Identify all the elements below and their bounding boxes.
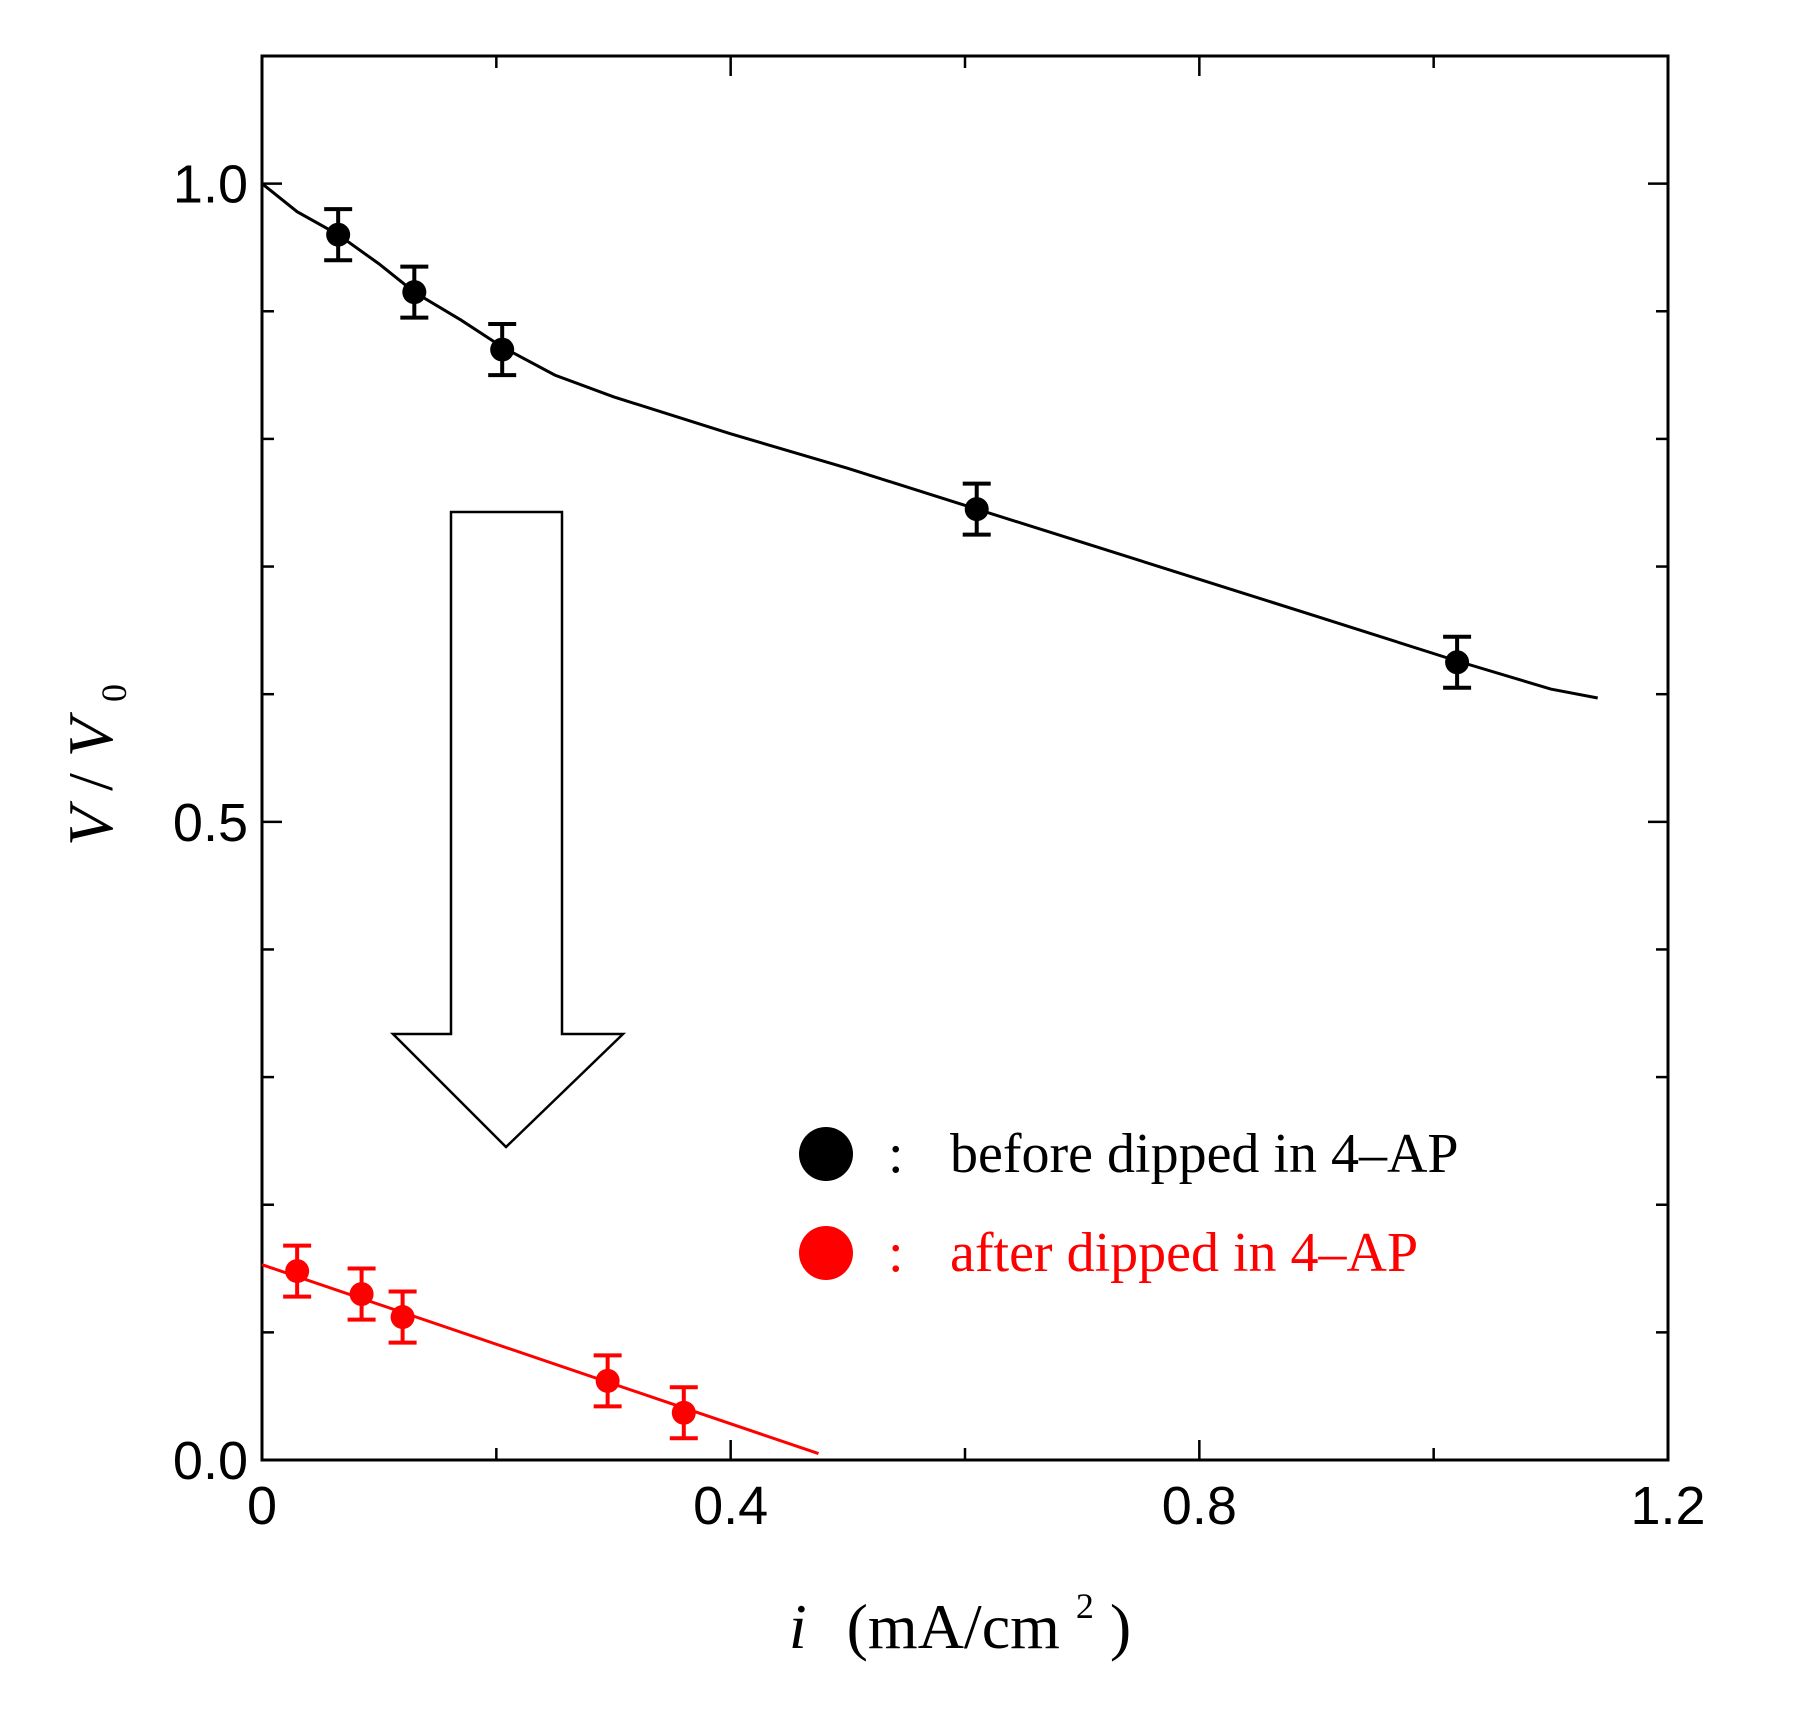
x-axis-unit-close: ) bbox=[1110, 1591, 1131, 1662]
legend-label-after: after dipped in 4–AP bbox=[950, 1222, 1418, 1284]
data-point-series-0 bbox=[1443, 634, 1472, 690]
data-marker bbox=[402, 280, 427, 305]
data-marker bbox=[326, 222, 351, 247]
legend-marker-before bbox=[799, 1127, 853, 1181]
data-point-series-1 bbox=[347, 1266, 376, 1322]
x-axis-unit-sup: 2 bbox=[1076, 1586, 1094, 1626]
data-marker bbox=[285, 1259, 310, 1284]
data-point-series-1 bbox=[669, 1385, 698, 1441]
down-arrow bbox=[389, 510, 627, 1149]
data-point-series-0 bbox=[324, 207, 353, 263]
data-marker bbox=[595, 1368, 620, 1393]
x-tick-label: 0.8 bbox=[1162, 1476, 1237, 1536]
fit-line-series-0 bbox=[261, 182, 1598, 700]
data-point-series-1 bbox=[593, 1353, 622, 1409]
data-point-series-1 bbox=[283, 1243, 312, 1299]
x-axis-symbol: i bbox=[789, 1591, 807, 1662]
x-tick-label: 0.4 bbox=[693, 1476, 768, 1536]
data-point-series-1 bbox=[388, 1289, 417, 1345]
legend-label-before: before dipped in 4–AP bbox=[950, 1123, 1459, 1185]
y-axis-numerator: V bbox=[55, 800, 126, 846]
legend-sep-after: : bbox=[888, 1222, 904, 1284]
y-axis-denominator: V bbox=[55, 711, 126, 757]
tick-labels: 0 0.4 0.8 1.2 0.0 0.5 1.0 bbox=[173, 155, 1706, 1536]
legend: : before dipped in 4–AP : after dipped i… bbox=[799, 1123, 1459, 1284]
data-marker bbox=[490, 337, 515, 362]
x-tick-label: 1.2 bbox=[1630, 1476, 1705, 1536]
y-tick-label: 1.0 bbox=[173, 155, 248, 215]
data-marker bbox=[671, 1400, 696, 1425]
data-marker bbox=[964, 497, 989, 522]
axis-ticks bbox=[260, 54, 1670, 1462]
x-axis-title: i (mA/cm 2 ) bbox=[789, 1561, 1131, 1662]
y-tick-label: 0.5 bbox=[173, 793, 248, 853]
y-axis-slash: / bbox=[55, 773, 126, 791]
y-axis-title: V / V 0 bbox=[55, 684, 134, 846]
data-point-series-0 bbox=[488, 322, 517, 378]
data-points bbox=[283, 207, 1472, 1441]
data-marker bbox=[390, 1305, 415, 1330]
x-axis-unit: (mA/cm bbox=[847, 1591, 1060, 1662]
x-tick-label: 0 bbox=[247, 1476, 277, 1536]
y-axis-denominator-sub: 0 bbox=[94, 684, 134, 702]
legend-marker-after bbox=[799, 1226, 853, 1280]
legend-sep-before: : bbox=[888, 1123, 904, 1185]
y-tick-label: 0.0 bbox=[173, 1431, 248, 1491]
fit-line-series-1 bbox=[261, 1263, 819, 1456]
data-point-series-0 bbox=[400, 264, 429, 320]
data-point-series-0 bbox=[962, 481, 991, 537]
data-marker bbox=[1445, 650, 1470, 675]
data-marker bbox=[349, 1282, 374, 1307]
